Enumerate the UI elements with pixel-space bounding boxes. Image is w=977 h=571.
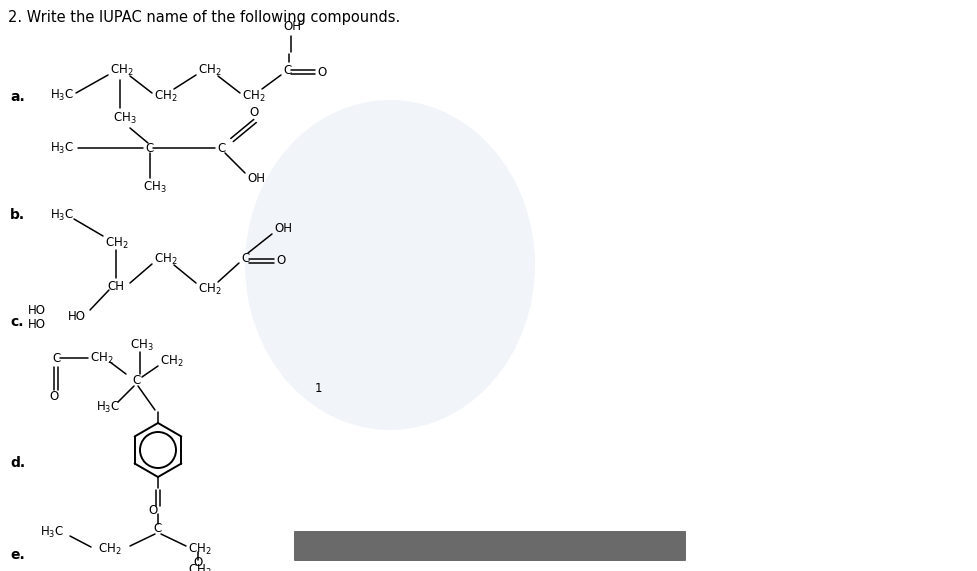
Text: c.: c.: [10, 315, 23, 329]
Text: 18: 18: [437, 541, 453, 553]
Text: CH$_2$: CH$_2$: [160, 353, 184, 368]
Text: CH$_2$: CH$_2$: [109, 62, 134, 78]
Text: O: O: [192, 557, 202, 569]
Text: H$_3$C: H$_3$C: [50, 87, 74, 103]
Text: 2. Write the IUPAC name of the following compounds.: 2. Write the IUPAC name of the following…: [8, 10, 400, 25]
Text: CH: CH: [106, 279, 124, 292]
Text: d.: d.: [10, 456, 25, 470]
Text: C: C: [282, 63, 291, 77]
Text: CH$_2$: CH$_2$: [197, 62, 222, 78]
Text: e.: e.: [10, 548, 24, 562]
Text: /: /: [425, 541, 429, 553]
Text: C: C: [153, 522, 162, 536]
Text: CH$_2$: CH$_2$: [197, 282, 222, 296]
Text: O: O: [249, 107, 258, 119]
Text: C: C: [240, 251, 249, 264]
Text: CH$_2$: CH$_2$: [90, 351, 113, 365]
Text: 1: 1: [315, 381, 322, 395]
Text: HO: HO: [28, 304, 46, 316]
Text: H$_3$C: H$_3$C: [96, 400, 120, 415]
Text: CH$_2$: CH$_2$: [153, 89, 178, 103]
Text: OH: OH: [274, 223, 292, 235]
Text: O: O: [49, 389, 59, 403]
Text: OH: OH: [247, 171, 265, 184]
Text: +: +: [549, 538, 565, 556]
Text: H$_3$C: H$_3$C: [50, 207, 74, 223]
Text: CH$_3$: CH$_3$: [188, 562, 211, 571]
Text: O: O: [276, 255, 285, 267]
FancyBboxPatch shape: [294, 531, 685, 561]
Text: CH$_3$: CH$_3$: [130, 337, 153, 352]
Text: HO: HO: [28, 317, 46, 331]
Text: CH$_2$: CH$_2$: [241, 89, 266, 103]
Text: —: —: [489, 540, 505, 554]
Text: 🔍: 🔍: [520, 541, 527, 553]
Text: C: C: [132, 373, 140, 387]
Text: CH$_3$: CH$_3$: [113, 110, 137, 126]
Text: CH$_2$: CH$_2$: [98, 541, 121, 557]
Text: CH$_2$: CH$_2$: [188, 541, 211, 557]
Text: C: C: [52, 352, 61, 364]
Text: a.: a.: [10, 90, 24, 104]
Text: HO: HO: [68, 309, 86, 323]
Text: O: O: [149, 504, 157, 517]
Text: OH: OH: [282, 19, 301, 33]
Text: b.: b.: [10, 208, 25, 222]
Text: CH$_2$: CH$_2$: [105, 235, 128, 251]
Ellipse shape: [245, 100, 534, 430]
Text: H$_3$C: H$_3$C: [50, 140, 74, 155]
Text: Page: Page: [355, 541, 387, 553]
Text: 17: 17: [404, 541, 421, 553]
Text: H$_3$C: H$_3$C: [40, 524, 64, 540]
Text: CH$_3$: CH$_3$: [143, 179, 166, 195]
Text: C: C: [145, 142, 153, 155]
Text: O: O: [317, 66, 326, 78]
Text: CH$_2$: CH$_2$: [153, 251, 178, 267]
Text: C: C: [217, 142, 225, 155]
